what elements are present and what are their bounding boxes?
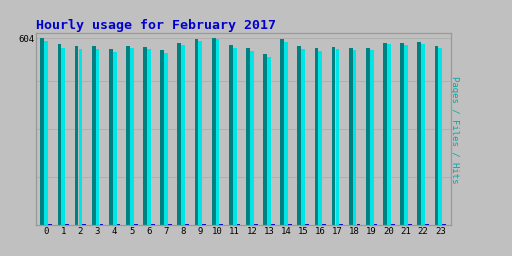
Bar xyxy=(199,41,202,225)
Bar xyxy=(160,50,164,225)
Bar xyxy=(404,45,408,225)
Bar xyxy=(134,224,138,225)
Bar xyxy=(216,39,219,225)
Bar xyxy=(65,224,69,225)
Bar xyxy=(442,224,446,225)
Bar xyxy=(391,224,395,225)
Bar xyxy=(82,224,86,225)
Bar xyxy=(40,38,44,225)
Bar xyxy=(435,46,438,225)
Y-axis label: Pages / Files / Hits: Pages / Files / Hits xyxy=(450,76,459,183)
Bar xyxy=(181,45,185,225)
Bar xyxy=(185,224,189,225)
Bar xyxy=(387,45,391,225)
Bar xyxy=(370,50,374,225)
Bar xyxy=(147,49,151,225)
Bar xyxy=(280,39,284,225)
Bar xyxy=(109,49,113,225)
Bar xyxy=(220,224,223,225)
Bar xyxy=(301,49,305,225)
Bar xyxy=(417,42,421,225)
Bar xyxy=(202,224,206,225)
Bar xyxy=(263,54,267,225)
Bar xyxy=(353,50,356,225)
Bar xyxy=(164,53,168,225)
Bar xyxy=(335,49,339,225)
Bar xyxy=(288,224,292,225)
Bar xyxy=(195,39,198,225)
Bar xyxy=(284,42,288,225)
Bar xyxy=(113,52,117,225)
Bar xyxy=(349,48,353,225)
Bar xyxy=(271,224,274,225)
Bar xyxy=(297,46,301,225)
Bar xyxy=(408,224,412,225)
Bar xyxy=(425,224,429,225)
Bar xyxy=(237,224,240,225)
Bar xyxy=(44,41,48,225)
Bar xyxy=(314,48,318,225)
Bar xyxy=(61,48,65,225)
Bar xyxy=(233,48,237,225)
Bar xyxy=(400,42,404,225)
Bar xyxy=(246,48,250,225)
Bar xyxy=(438,48,442,225)
Bar xyxy=(366,48,370,225)
Bar xyxy=(305,224,309,225)
Bar xyxy=(250,51,253,225)
Bar xyxy=(383,42,387,225)
Bar xyxy=(92,46,96,225)
Bar xyxy=(96,49,99,225)
Bar xyxy=(99,224,103,225)
Bar xyxy=(374,224,377,225)
Bar xyxy=(48,224,52,225)
Text: Hourly usage for February 2017: Hourly usage for February 2017 xyxy=(36,19,276,32)
Bar xyxy=(75,46,78,225)
Bar xyxy=(78,49,82,225)
Bar xyxy=(117,224,120,225)
Bar xyxy=(356,224,360,225)
Bar xyxy=(332,47,335,225)
Bar xyxy=(178,42,181,225)
Bar xyxy=(168,224,172,225)
Bar xyxy=(151,224,155,225)
Bar xyxy=(322,224,326,225)
Bar xyxy=(126,46,130,225)
Bar xyxy=(339,224,343,225)
Bar xyxy=(143,47,147,225)
Bar xyxy=(254,224,258,225)
Bar xyxy=(229,45,232,225)
Bar xyxy=(212,38,216,225)
Bar xyxy=(421,44,425,225)
Bar xyxy=(57,44,61,225)
Bar xyxy=(130,48,134,225)
Bar xyxy=(318,51,322,225)
Bar xyxy=(267,57,271,225)
